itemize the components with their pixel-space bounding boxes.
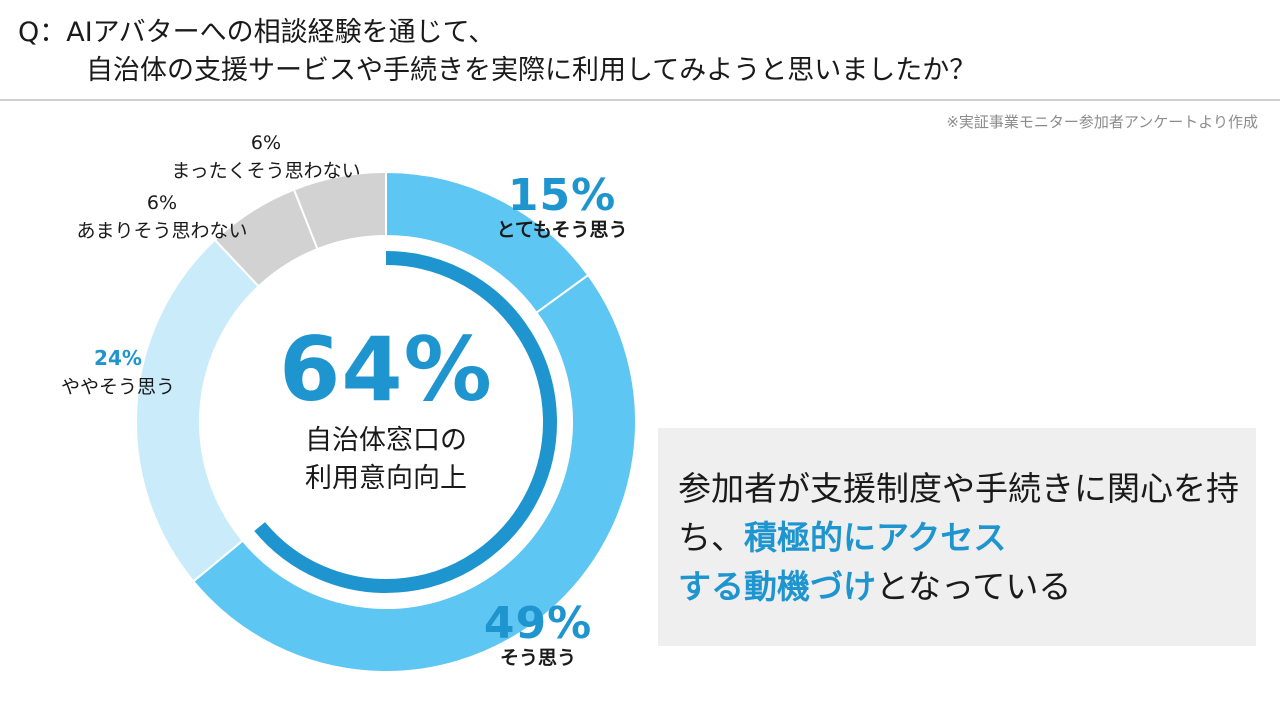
label-strongly-disagree: 6% まったくそう思わない [171,132,360,183]
center-caption-line-2: 利用意向向上 [305,463,467,494]
slice-somewhat-agree [135,238,261,583]
label-somewhat-agree: 24% ややそう思う [61,346,175,399]
label-strongly-disagree-pct: 6% [250,132,282,154]
label-very-agree: 15% とてもそう思う [496,170,627,242]
question-line-1: Q：AIアバターへの相談経験を通じて、 [18,17,496,48]
summary-text: 参加者が支援制度や手続きに関心を持ち、積極的にアクセスする動機づけとなっている [678,464,1248,611]
slice-agree [191,273,637,673]
label-agree-cat: そう思う [499,647,577,669]
label-somewhat-agree-cat: ややそう思う [60,376,176,398]
summary-highlight-1: 積極的にアクセス [744,518,1007,557]
header-divider [0,99,1280,101]
summary-highlight-2: する動機づけ [678,567,876,606]
source-note: ※実証事業モニター参加者アンケートより作成 [946,113,1258,131]
center-percentage: 64% [279,318,493,421]
slice-strongly-disagree [292,170,387,251]
label-agree: 49% そう思う [484,598,592,670]
label-agree-pct: 49% [483,598,593,649]
center-caption-line-1: 自治体窓口の [305,425,467,456]
positive-share-arc [254,251,557,593]
center-caption: 自治体窓口の 利用意向向上 [305,422,467,498]
summary-callout: 参加者が支援制度や手続きに関心を持ち、積極的にアクセスする動機づけとなっている [658,428,1256,646]
label-very-agree-pct: 15% [507,170,617,221]
label-disagree: 6% あまりそう思わない [76,192,247,243]
question-line-2: 自治体の支援サービスや手続きを実際に利用してみようと思いましたか？ [86,55,977,86]
summary-part-1: 参加者が支援制度や手続きに関心を持ち、 [678,469,1239,557]
label-disagree-pct: 6% [146,192,178,214]
question: Q：AIアバターへの相談経験を通じて、 自治体の支援サービスや手続きを実際に利用… [18,14,1258,90]
label-somewhat-agree-pct: 24% [94,346,142,370]
label-very-agree-cat: とてもそう思う [496,219,628,241]
label-disagree-cat: あまりそう思わない [76,220,248,242]
summary-part-2: となっている [876,567,1072,606]
label-strongly-disagree-cat: まったくそう思わない [171,160,361,182]
